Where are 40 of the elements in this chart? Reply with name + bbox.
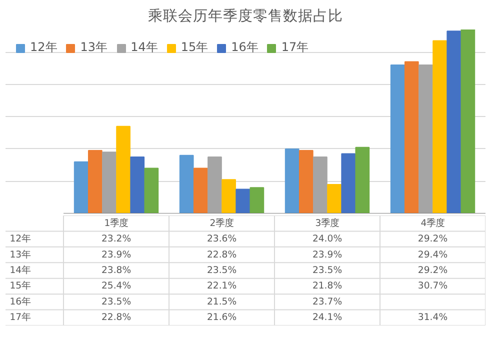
data-label: 21.8% (312, 280, 342, 292)
x-tick-label: 1季度 (104, 218, 128, 229)
data-label: 23.9% (101, 249, 132, 260)
text: 14年 (10, 265, 31, 276)
legend-label: 13年 (80, 39, 108, 56)
data-label: 29.2% (418, 265, 448, 276)
data-label: 24.1% (312, 312, 342, 324)
data-label: 23.7% (312, 296, 342, 308)
data-label: 21.5% (206, 296, 237, 308)
x-tick-label: 4季度 (420, 218, 445, 229)
data-label: 31.4% (418, 312, 448, 324)
data-label: 29.2% (418, 234, 448, 245)
legend-label: 17年 (281, 39, 309, 56)
data-label: 23.5% (101, 296, 132, 308)
data-label: 23.8% (101, 265, 132, 276)
data-label: 22.8% (101, 312, 132, 324)
chart-title: 乘联会历年季度零售数据占比 (148, 8, 343, 24)
legend-label: 16年 (231, 39, 258, 56)
legend-label: 14年 (130, 39, 158, 56)
data-label: 23.5% (312, 265, 342, 276)
data-label: 23.6% (206, 234, 237, 245)
text: 12年 (10, 234, 31, 245)
data-label: 25.4% (101, 280, 132, 292)
data-label: 30.7% (418, 280, 448, 292)
data-label: 23.5% (206, 265, 237, 276)
x-tick-label: 2季度 (210, 218, 234, 229)
data-label: 22.8% (206, 249, 237, 260)
data-label: 23.9% (312, 249, 342, 260)
legend-label: 15年 (180, 39, 208, 56)
text: 17年 (10, 312, 31, 324)
text: 13年 (10, 249, 31, 260)
x-tick-label: 3季度 (315, 218, 340, 229)
text: 16年 (10, 296, 31, 308)
data-label: 22.1% (206, 280, 237, 292)
data-label: 21.6% (206, 312, 237, 324)
data-label: 24.0% (312, 234, 342, 245)
legend-label: 12年 (30, 39, 58, 56)
data-label: 29.4% (418, 249, 448, 260)
data-label: 23.2% (101, 234, 132, 245)
text: 15年 (10, 280, 31, 292)
